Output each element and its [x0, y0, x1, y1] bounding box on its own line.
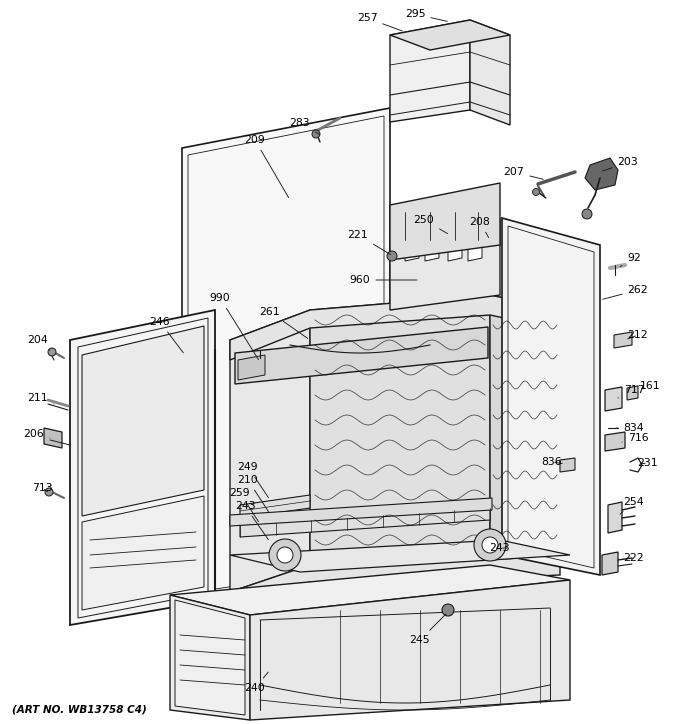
Text: 208: 208	[470, 217, 490, 237]
Polygon shape	[627, 386, 638, 400]
Text: 221: 221	[347, 230, 390, 255]
Text: 92: 92	[620, 253, 641, 266]
Polygon shape	[235, 327, 488, 384]
Circle shape	[442, 604, 454, 616]
Circle shape	[269, 539, 301, 571]
Text: 243: 243	[235, 501, 269, 539]
Text: 231: 231	[638, 458, 658, 468]
Text: 250: 250	[413, 215, 447, 234]
Text: 245: 245	[409, 614, 446, 645]
Polygon shape	[170, 595, 250, 720]
Text: 295: 295	[405, 9, 447, 22]
Text: 246: 246	[150, 317, 184, 353]
Polygon shape	[250, 580, 570, 720]
Polygon shape	[170, 565, 570, 615]
Polygon shape	[605, 387, 622, 411]
Text: 262: 262	[602, 285, 648, 299]
Polygon shape	[608, 502, 622, 533]
Polygon shape	[390, 218, 500, 310]
Polygon shape	[175, 600, 245, 715]
Text: 717: 717	[618, 385, 645, 398]
Text: 207: 207	[504, 167, 543, 180]
Text: 249: 249	[238, 462, 269, 497]
Polygon shape	[405, 242, 419, 261]
Polygon shape	[614, 332, 632, 348]
Polygon shape	[585, 158, 618, 190]
Polygon shape	[82, 326, 204, 516]
Text: 713: 713	[32, 483, 52, 493]
Text: 716: 716	[622, 433, 648, 443]
Polygon shape	[502, 218, 600, 575]
Polygon shape	[238, 355, 265, 380]
Polygon shape	[560, 458, 575, 472]
Text: 240: 240	[245, 672, 268, 693]
Text: 212: 212	[628, 330, 648, 340]
Text: 259: 259	[230, 488, 258, 522]
Polygon shape	[240, 495, 310, 518]
Text: 283: 283	[290, 118, 320, 135]
Text: (ART NO. WB13758 C4): (ART NO. WB13758 C4)	[12, 705, 147, 715]
Text: 203: 203	[602, 157, 639, 171]
Circle shape	[474, 529, 506, 561]
Text: 209: 209	[245, 135, 288, 198]
Polygon shape	[230, 498, 492, 526]
Circle shape	[45, 488, 53, 496]
Polygon shape	[230, 310, 310, 592]
Text: 261: 261	[260, 307, 308, 338]
Polygon shape	[182, 108, 390, 600]
Text: 243: 243	[490, 543, 510, 553]
Polygon shape	[470, 20, 510, 125]
Circle shape	[582, 209, 592, 219]
Polygon shape	[230, 540, 570, 572]
Text: 960: 960	[350, 275, 418, 285]
Circle shape	[387, 251, 397, 261]
Polygon shape	[468, 242, 482, 261]
Polygon shape	[255, 357, 265, 381]
Text: 836: 836	[542, 457, 562, 467]
Circle shape	[277, 547, 293, 563]
Circle shape	[312, 130, 320, 138]
Polygon shape	[70, 310, 215, 625]
Text: 211: 211	[28, 393, 54, 404]
Text: 222: 222	[618, 553, 645, 563]
Text: 990: 990	[209, 293, 258, 360]
Circle shape	[532, 188, 539, 195]
Polygon shape	[82, 496, 204, 610]
Polygon shape	[390, 20, 470, 122]
Polygon shape	[425, 242, 439, 261]
Text: 257: 257	[357, 13, 403, 31]
Polygon shape	[44, 428, 62, 448]
Polygon shape	[605, 432, 625, 451]
Text: 161: 161	[634, 381, 660, 392]
Polygon shape	[490, 295, 560, 560]
Polygon shape	[602, 552, 618, 575]
Text: 204: 204	[28, 335, 50, 350]
Polygon shape	[310, 295, 490, 565]
Polygon shape	[448, 242, 462, 261]
Polygon shape	[390, 20, 510, 50]
Text: 254: 254	[620, 497, 645, 514]
Polygon shape	[230, 295, 560, 360]
Polygon shape	[230, 555, 560, 608]
Circle shape	[48, 348, 56, 356]
Text: 834: 834	[616, 423, 645, 433]
Text: 210: 210	[237, 475, 269, 512]
Circle shape	[482, 537, 498, 553]
Text: 206: 206	[24, 429, 50, 439]
Polygon shape	[240, 508, 490, 537]
Polygon shape	[390, 183, 500, 260]
